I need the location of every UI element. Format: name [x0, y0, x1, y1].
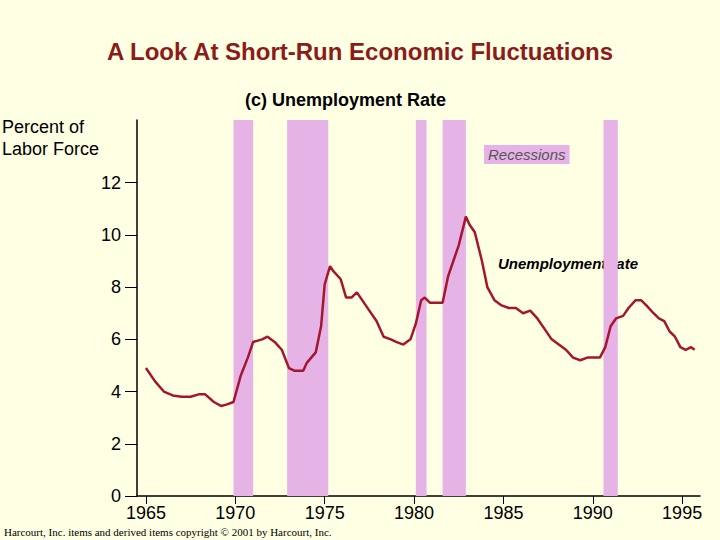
svg-text:Labor Force: Labor Force — [2, 139, 99, 159]
svg-text:8: 8 — [111, 277, 121, 297]
svg-text:Unemployment rate: Unemployment rate — [498, 255, 638, 272]
svg-text:1975: 1975 — [305, 503, 345, 523]
svg-text:2: 2 — [111, 434, 121, 454]
svg-text:0: 0 — [111, 486, 121, 506]
svg-text:(c) Unemployment Rate: (c) Unemployment Rate — [245, 90, 446, 110]
svg-text:6: 6 — [111, 329, 121, 349]
svg-text:Harcourt, Inc. items and deriv: Harcourt, Inc. items and derived items c… — [4, 526, 332, 538]
svg-text:Percent of: Percent of — [2, 117, 85, 137]
svg-text:10: 10 — [101, 225, 121, 245]
svg-text:1995: 1995 — [662, 503, 702, 523]
svg-text:1970: 1970 — [215, 503, 255, 523]
svg-text:1985: 1985 — [483, 503, 523, 523]
svg-text:12: 12 — [101, 173, 121, 193]
svg-text:1990: 1990 — [573, 503, 613, 523]
svg-text:1965: 1965 — [126, 503, 166, 523]
svg-text:1980: 1980 — [394, 503, 434, 523]
svg-text:4: 4 — [111, 382, 121, 402]
svg-text:A Look At Short-Run Economic F: A Look At Short-Run Economic Fluctuation… — [107, 38, 613, 65]
svg-text:Recessions: Recessions — [488, 146, 566, 163]
